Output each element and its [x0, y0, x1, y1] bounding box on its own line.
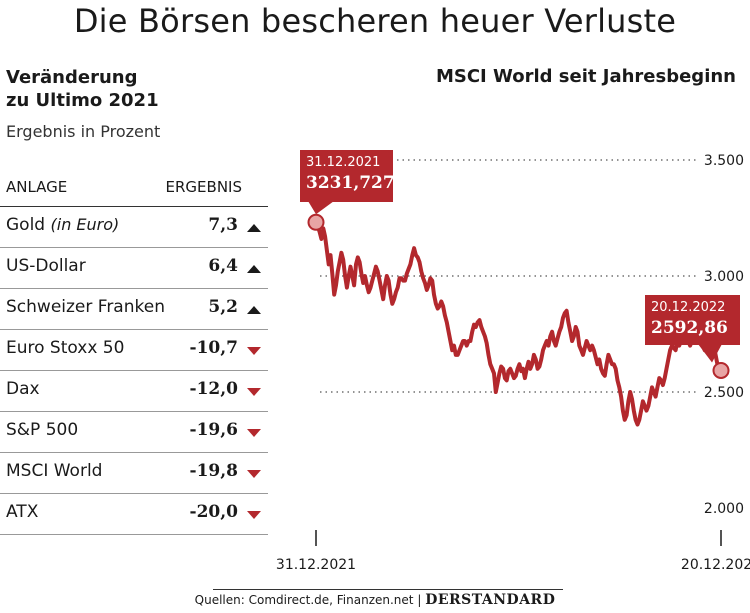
triangle-up-icon: [247, 306, 261, 314]
table-heading-line1: Veränderung: [6, 67, 138, 88]
asset-label: US-Dollar: [6, 256, 86, 276]
asset-name: US-Dollar: [6, 256, 86, 276]
triangle-down-icon: [247, 347, 261, 355]
table-header: ANLAGE ERGEBNIS: [0, 170, 268, 207]
asset-result: -20,0: [189, 502, 238, 522]
chart-gridlines: [320, 159, 698, 393]
asset-result: -19,6: [189, 420, 238, 440]
callout-pointer: [308, 201, 334, 215]
callout-box: [645, 295, 740, 345]
asset-label: Dax: [6, 379, 40, 399]
brand-logo: DERSTANDARD: [425, 592, 556, 608]
x-axis: 31.12.2021 20.12.2022: [276, 530, 750, 573]
triangle-down-icon: [247, 511, 261, 519]
table-heading-line2: zu Ultimo 2021: [6, 90, 159, 111]
asset-name: Schweizer Franken: [6, 297, 165, 317]
column-header-result: ERGEBNIS: [165, 178, 242, 196]
value-callout: 31.12.2021 3231,727: [300, 150, 395, 231]
asset-label: S&P 500: [6, 420, 79, 440]
footer-separator: |: [417, 593, 426, 607]
asset-name: S&P 500: [6, 420, 78, 440]
table-row: Gold (in Euro) 7,3: [0, 207, 268, 248]
asset-name: Gold (in Euro): [6, 215, 119, 235]
asset-name: MSCI World: [6, 461, 102, 481]
results-table: ANLAGE ERGEBNIS Gold (in Euro) 7,3 US-Doll…: [0, 170, 268, 535]
asset-label: MSCI World: [6, 461, 103, 481]
table-row: ATX -20,0: [0, 494, 268, 535]
endpoint-marker: [307, 213, 325, 231]
asset-name: Euro Stoxx 50: [6, 338, 124, 358]
footer-sources: Quellen: Comdirect.de, Finanzen.net: [194, 593, 414, 607]
page-title: Die Börsen bescheren heuer Verluste: [73, 2, 677, 40]
column-header-asset: ANLAGE: [6, 178, 68, 196]
asset-result: 7,3: [208, 215, 238, 235]
asset-result: 6,4: [208, 256, 238, 276]
asset-name: ATX: [6, 502, 38, 522]
table-row: US-Dollar 6,4: [0, 248, 268, 289]
footer-divider: [213, 589, 563, 590]
callout-box: [300, 150, 393, 202]
callout-date: 31.12.2021: [306, 155, 380, 170]
asset-result: -19,8: [189, 461, 238, 481]
asset-label: Schweizer Franken: [6, 297, 165, 317]
asset-result: -10,7: [189, 338, 238, 358]
triangle-up-icon: [247, 265, 261, 273]
callout-pointer: [698, 344, 722, 363]
x-tick-label: 31.12.2021: [276, 557, 356, 573]
chart-callouts: 31.12.2021 3231,727 20.12.2022 2592,86: [300, 150, 740, 379]
endpoint-marker: [712, 361, 730, 379]
footer: Quellen: Comdirect.de, Finanzen.net | DE…: [0, 592, 750, 608]
y-tick-label: 3.500: [704, 153, 744, 169]
asset-note: (in Euro): [50, 215, 120, 234]
table-row: S&P 500 -19,6: [0, 412, 268, 453]
asset-label: Euro Stoxx 50: [6, 338, 125, 358]
value-callout: 20.12.2022 2592,86: [645, 295, 740, 379]
x-tick-label: 20.12.2022: [681, 557, 750, 573]
y-tick-label: 2.000: [704, 501, 744, 517]
asset-result: -12,0: [189, 379, 238, 399]
asset-name: Dax: [6, 379, 40, 399]
asset-result: 5,2: [208, 297, 238, 317]
y-tick-label: 3.000: [704, 269, 744, 285]
table-row: Euro Stoxx 50 -10,7: [0, 330, 268, 371]
asset-label: Gold: [6, 215, 46, 235]
table-subtitle: Ergebnis in Prozent: [6, 122, 161, 141]
table-row: Dax -12,0: [0, 371, 268, 412]
triangle-down-icon: [247, 470, 261, 478]
callout-value: 2592,86: [651, 318, 728, 338]
callout-date: 20.12.2022: [651, 300, 725, 315]
callout-value: 3231,727: [306, 173, 395, 193]
table-body: Gold (in Euro) 7,3 US-Dollar 6,4 Schweizer F…: [0, 207, 268, 535]
y-tick-label: 2.500: [704, 385, 744, 401]
chart-title: MSCI World seit Jahresbeginn: [435, 66, 736, 87]
y-axis-ticks: 2.000 2.500 3.000 3.500: [704, 153, 744, 517]
table-row: MSCI World -19,8: [0, 453, 268, 494]
triangle-down-icon: [247, 429, 261, 437]
table-heading: Veränderung zu Ultimo 2021: [6, 66, 159, 112]
table-row: Schweizer Franken 5,2: [0, 289, 268, 330]
triangle-down-icon: [247, 388, 261, 396]
asset-label: ATX: [6, 502, 39, 522]
triangle-up-icon: [247, 224, 261, 232]
msci-world-series-line: [314, 220, 723, 427]
